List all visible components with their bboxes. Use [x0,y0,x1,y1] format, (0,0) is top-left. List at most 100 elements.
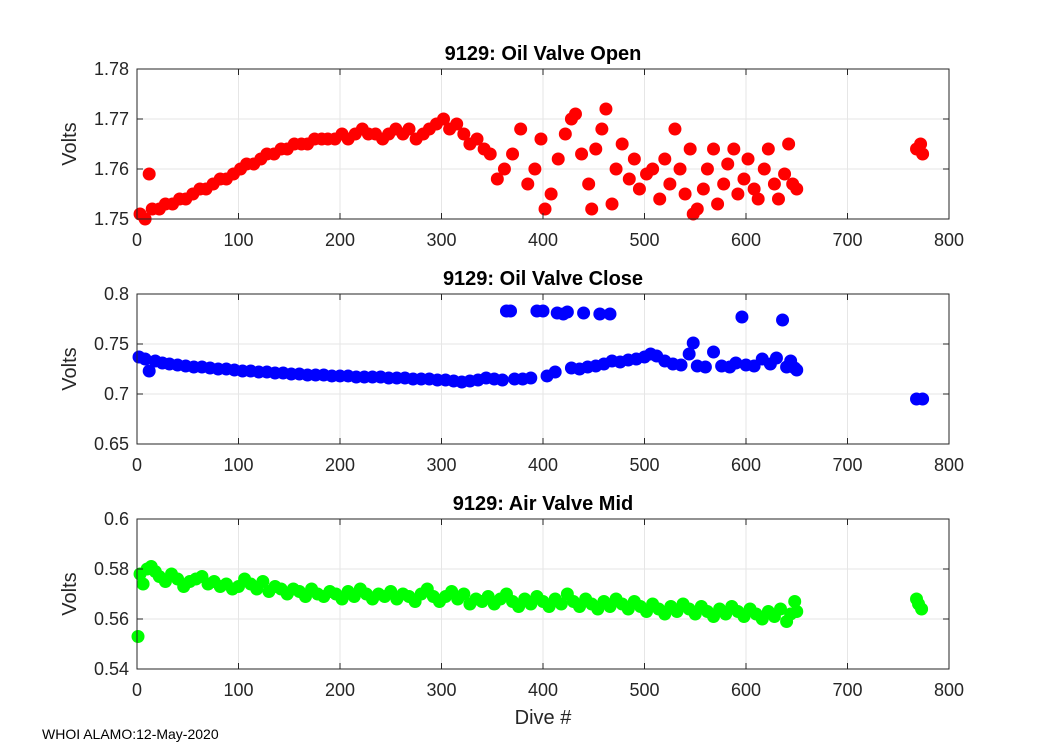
x-tick-label: 400 [528,230,558,250]
y-axis-label: Volts [59,122,81,165]
y-axis-label: Volts [59,347,81,390]
x-tick-label: 400 [528,680,558,700]
y-tick-label: 1.77 [94,109,129,129]
data-point [256,575,270,588]
x-tick-label: 800 [934,455,964,475]
x-tick-label: 500 [629,680,659,700]
x-tick-label: 500 [629,455,659,475]
data-point [674,358,688,372]
data-point [585,202,599,216]
data-point [514,122,528,136]
data-point [402,122,416,136]
data-point [457,127,471,141]
data-point [683,142,697,156]
data-point [653,192,667,206]
data-point [915,602,929,616]
data-point [696,182,710,196]
x-tick-label: 0 [132,230,142,250]
data-point [457,587,471,601]
data-point [916,147,930,161]
data-point [735,310,749,324]
y-tick-label: 1.75 [94,209,129,229]
data-point [757,162,771,176]
x-tick-label: 700 [832,230,862,250]
x-tick-label: 100 [223,230,253,250]
data-point [490,172,504,186]
data-point [603,307,617,321]
data-point [682,347,696,361]
x-tick-label: 800 [934,230,964,250]
x-tick-label: 200 [325,680,355,700]
data-point [690,202,704,216]
x-tick-label: 200 [325,230,355,250]
data-point [495,373,509,387]
data-point [678,187,692,201]
data-point [658,152,672,166]
data-point [595,122,609,136]
data-point [916,392,930,406]
y-tick-label: 0.65 [94,434,129,454]
y-tick-label: 0.8 [104,284,129,304]
y-tick-label: 0.56 [94,609,129,629]
data-point [914,137,928,151]
data-point [568,107,582,121]
chart-title: 9129: Air Valve Mid [453,493,633,515]
data-point [700,162,714,176]
data-point [729,356,743,370]
data-point [524,371,538,385]
data-point [483,147,497,161]
data-point [521,177,535,191]
data-point [504,304,518,318]
x-tick-label: 0 [132,455,142,475]
data-point [577,306,591,320]
data-point [698,360,712,374]
data-point [686,336,700,350]
data-point [782,137,796,151]
data-point [646,162,660,176]
x-tick-label: 700 [832,680,862,700]
data-point [790,182,804,196]
data-point [599,102,613,116]
x-tick-label: 600 [731,680,761,700]
data-point [741,152,755,166]
data-point [788,595,802,608]
data-point [663,177,677,191]
data-point [774,602,788,616]
data-point [627,152,641,166]
data-point [605,197,619,211]
x-tick-label: 300 [426,455,456,475]
y-tick-label: 1.78 [94,59,129,79]
x-tick-label: 600 [731,455,761,475]
x-tick-label: 300 [426,680,456,700]
data-point [538,202,552,216]
data-point [769,351,783,365]
data-point [707,142,721,156]
y-tick-label: 0.6 [104,509,129,529]
footer-label: WHOI ALAMO:12-May-2020 [42,726,219,742]
data-point [551,152,565,166]
data-point [771,192,785,206]
data-point [717,177,731,191]
data-point [737,172,751,186]
data-point [727,142,741,156]
data-point [751,192,765,206]
x-tick-label: 600 [731,230,761,250]
x-tick-label: 300 [426,230,456,250]
data-point [497,162,511,176]
data-point [558,127,572,141]
y-axis-label: Volts [59,572,81,615]
data-point [437,112,451,126]
data-point [761,142,775,156]
data-point [506,147,520,161]
data-point [776,313,790,327]
data-point [615,137,629,151]
data-point [450,117,464,131]
data-point [593,307,607,321]
data-point [582,177,596,191]
data-point [609,162,623,176]
data-point [554,597,568,611]
data-point [747,182,761,196]
data-point [544,187,558,201]
data-point [575,147,589,161]
